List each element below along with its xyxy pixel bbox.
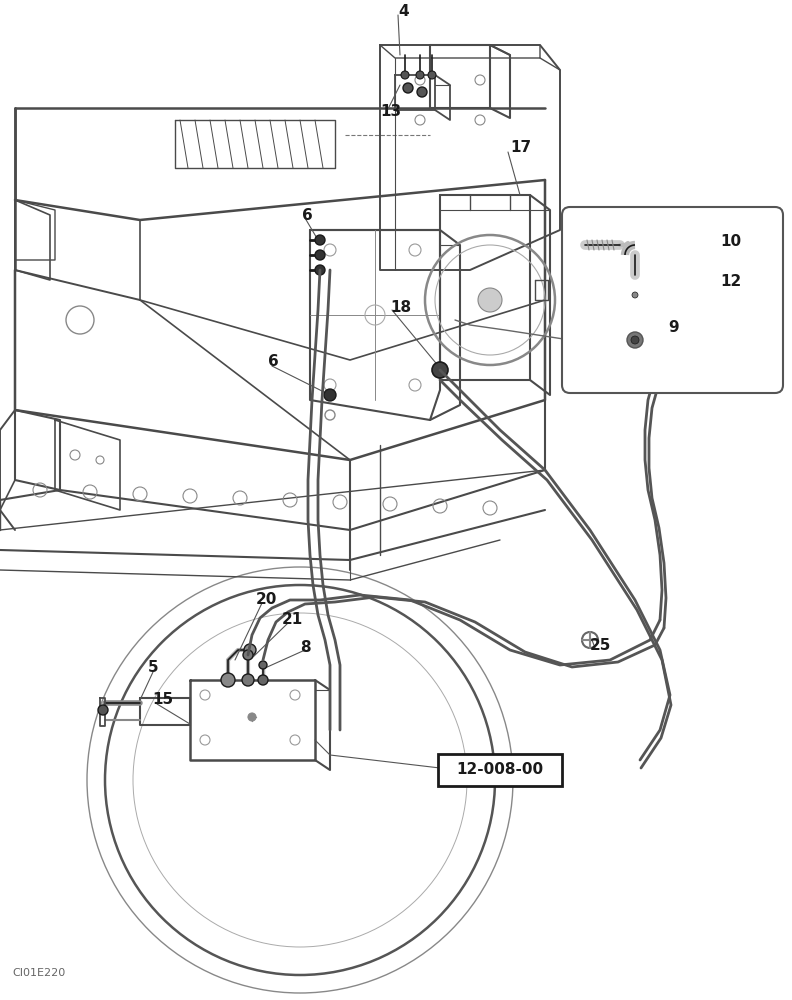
Text: 15: 15 [152,692,173,708]
Circle shape [324,389,336,401]
Text: 6: 6 [268,355,279,369]
Polygon shape [619,286,651,304]
Text: 12-008-00: 12-008-00 [456,762,543,778]
Circle shape [478,288,502,312]
Circle shape [315,235,325,245]
Text: 21: 21 [282,612,303,628]
Circle shape [258,675,268,685]
Text: 6: 6 [302,208,313,223]
Text: 17: 17 [510,140,531,155]
Circle shape [432,362,448,378]
Text: 25: 25 [590,638,611,652]
FancyBboxPatch shape [562,207,783,393]
Circle shape [416,71,424,79]
Text: 10: 10 [720,234,741,249]
Text: CI01E220: CI01E220 [12,968,65,978]
Circle shape [248,713,256,721]
Text: 5: 5 [148,660,158,676]
Text: 13: 13 [380,104,401,119]
Text: 18: 18 [390,300,411,316]
Text: 8: 8 [300,641,310,656]
Text: 20: 20 [256,592,277,607]
Circle shape [632,292,638,298]
Circle shape [259,661,267,669]
Circle shape [428,71,436,79]
Circle shape [403,83,413,93]
Polygon shape [618,330,652,350]
Polygon shape [624,237,640,249]
Circle shape [315,265,325,275]
Circle shape [417,87,427,97]
Circle shape [315,250,325,260]
Circle shape [244,644,256,656]
Text: 4: 4 [398,4,409,19]
Text: 12: 12 [720,274,741,290]
Circle shape [98,705,108,715]
Circle shape [243,650,253,660]
Circle shape [242,674,254,686]
Circle shape [401,71,409,79]
Circle shape [221,673,235,687]
Circle shape [627,332,643,348]
Circle shape [631,336,639,344]
Text: 9: 9 [668,320,679,336]
FancyBboxPatch shape [438,754,562,786]
